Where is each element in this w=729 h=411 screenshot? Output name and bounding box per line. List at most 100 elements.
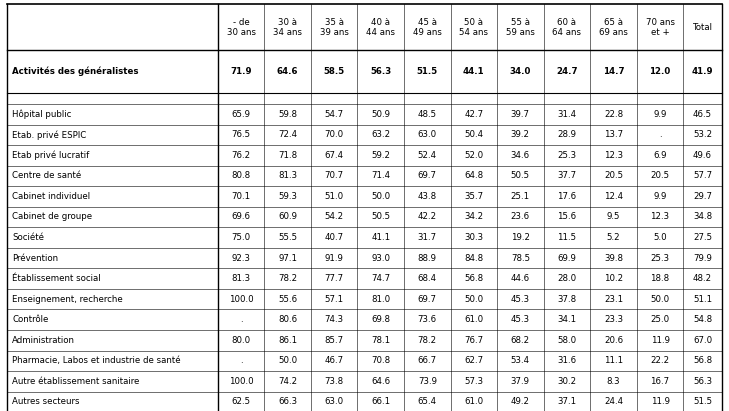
Text: 73.8: 73.8	[324, 377, 344, 386]
Text: 74.7: 74.7	[371, 274, 390, 283]
Text: 58.0: 58.0	[558, 336, 577, 345]
Text: 46.7: 46.7	[324, 356, 344, 365]
Text: 78.5: 78.5	[511, 254, 530, 263]
Text: 40.7: 40.7	[324, 233, 344, 242]
Text: - de
30 ans: - de 30 ans	[227, 18, 256, 37]
Text: 12.3: 12.3	[604, 151, 623, 160]
Text: 65.9: 65.9	[232, 110, 251, 119]
Text: 49.6: 49.6	[693, 151, 712, 160]
Text: 97.1: 97.1	[278, 254, 297, 263]
Text: 14.7: 14.7	[603, 67, 624, 76]
Text: 39.2: 39.2	[511, 130, 530, 139]
Text: 78.1: 78.1	[371, 336, 390, 345]
Text: 56.8: 56.8	[693, 356, 712, 365]
Text: 9.5: 9.5	[607, 212, 620, 222]
Text: 61.0: 61.0	[464, 397, 483, 406]
Text: 20.5: 20.5	[650, 171, 669, 180]
Text: 37.8: 37.8	[558, 295, 577, 304]
Text: Administration: Administration	[12, 336, 75, 345]
Text: 25.0: 25.0	[650, 315, 669, 324]
Text: 45.3: 45.3	[511, 315, 530, 324]
Text: 23.3: 23.3	[604, 315, 623, 324]
Text: 68.2: 68.2	[511, 336, 530, 345]
Text: 63.0: 63.0	[324, 397, 344, 406]
Text: 61.0: 61.0	[464, 315, 483, 324]
Text: 70.1: 70.1	[232, 192, 251, 201]
Text: 59.8: 59.8	[278, 110, 297, 119]
Text: 78.2: 78.2	[278, 274, 297, 283]
Text: 37.7: 37.7	[558, 171, 577, 180]
Text: Établissement social: Établissement social	[12, 274, 101, 283]
Text: 70.0: 70.0	[324, 130, 344, 139]
Text: 55.6: 55.6	[278, 295, 297, 304]
Text: 31.7: 31.7	[418, 233, 437, 242]
Text: 64.6: 64.6	[277, 67, 298, 76]
Text: 69.9: 69.9	[558, 254, 577, 263]
Text: Etab privé lucratif: Etab privé lucratif	[12, 150, 90, 160]
Text: 34.1: 34.1	[558, 315, 577, 324]
Text: 31.4: 31.4	[558, 110, 577, 119]
Text: 81.0: 81.0	[371, 295, 390, 304]
Text: 49.2: 49.2	[511, 397, 530, 406]
Text: 44.1: 44.1	[463, 67, 485, 76]
Text: 60.9: 60.9	[278, 212, 297, 222]
Text: 34.0: 34.0	[510, 67, 531, 76]
Text: Activités des généralistes: Activités des généralistes	[12, 67, 139, 76]
Text: 10.2: 10.2	[604, 274, 623, 283]
Text: 44.6: 44.6	[511, 274, 530, 283]
Text: 70.8: 70.8	[371, 356, 390, 365]
Text: 62.7: 62.7	[464, 356, 483, 365]
Text: 78.2: 78.2	[418, 336, 437, 345]
Text: 51.0: 51.0	[324, 192, 344, 201]
Text: 24.4: 24.4	[604, 397, 623, 406]
Text: 34.2: 34.2	[464, 212, 483, 222]
Text: 53.2: 53.2	[693, 130, 712, 139]
Text: 69.7: 69.7	[418, 171, 437, 180]
Text: 56.3: 56.3	[693, 377, 712, 386]
Text: 58.5: 58.5	[324, 67, 345, 76]
Text: 12.4: 12.4	[604, 192, 623, 201]
Text: Enseignement, recherche: Enseignement, recherche	[12, 295, 123, 304]
Text: 79.9: 79.9	[693, 254, 712, 263]
Text: 64.8: 64.8	[464, 171, 483, 180]
Text: 55 à
59 ans: 55 à 59 ans	[506, 18, 535, 37]
Text: .: .	[240, 356, 243, 365]
Text: 25.1: 25.1	[511, 192, 530, 201]
Text: Centre de santé: Centre de santé	[12, 171, 82, 180]
Text: 50.0: 50.0	[371, 192, 390, 201]
Text: 57.3: 57.3	[464, 377, 483, 386]
Text: 66.3: 66.3	[278, 397, 297, 406]
Text: 56.8: 56.8	[464, 274, 483, 283]
Text: 22.2: 22.2	[650, 356, 669, 365]
Text: Total: Total	[693, 23, 712, 32]
Text: 9.9: 9.9	[653, 192, 667, 201]
Text: 52.0: 52.0	[464, 151, 483, 160]
Text: 66.1: 66.1	[371, 397, 390, 406]
Text: 37.9: 37.9	[511, 377, 530, 386]
Text: 43.8: 43.8	[418, 192, 437, 201]
Text: 5.0: 5.0	[653, 233, 667, 242]
Text: 19.2: 19.2	[511, 233, 530, 242]
Text: Etab. privé ESPIC: Etab. privé ESPIC	[12, 130, 87, 140]
Text: 48.5: 48.5	[418, 110, 437, 119]
Text: 76.7: 76.7	[464, 336, 483, 345]
Text: 76.2: 76.2	[232, 151, 251, 160]
Text: 91.9: 91.9	[325, 254, 343, 263]
Text: 85.7: 85.7	[324, 336, 344, 345]
Text: 69.6: 69.6	[232, 212, 251, 222]
Text: 66.7: 66.7	[418, 356, 437, 365]
Text: 46.5: 46.5	[693, 110, 712, 119]
Text: 50.0: 50.0	[464, 295, 483, 304]
Text: 39.7: 39.7	[511, 110, 530, 119]
Text: Cabinet de groupe: Cabinet de groupe	[12, 212, 93, 222]
Text: 42.2: 42.2	[418, 212, 437, 222]
Text: Hôpital public: Hôpital public	[12, 109, 71, 119]
Text: 45 à
49 ans: 45 à 49 ans	[413, 18, 442, 37]
Text: 41.9: 41.9	[692, 67, 713, 76]
Text: 50.0: 50.0	[650, 295, 669, 304]
Text: Société: Société	[12, 233, 44, 242]
Text: 81.3: 81.3	[232, 274, 251, 283]
Text: 75.0: 75.0	[232, 233, 251, 242]
Text: 12.3: 12.3	[650, 212, 669, 222]
Text: 68.4: 68.4	[418, 274, 437, 283]
